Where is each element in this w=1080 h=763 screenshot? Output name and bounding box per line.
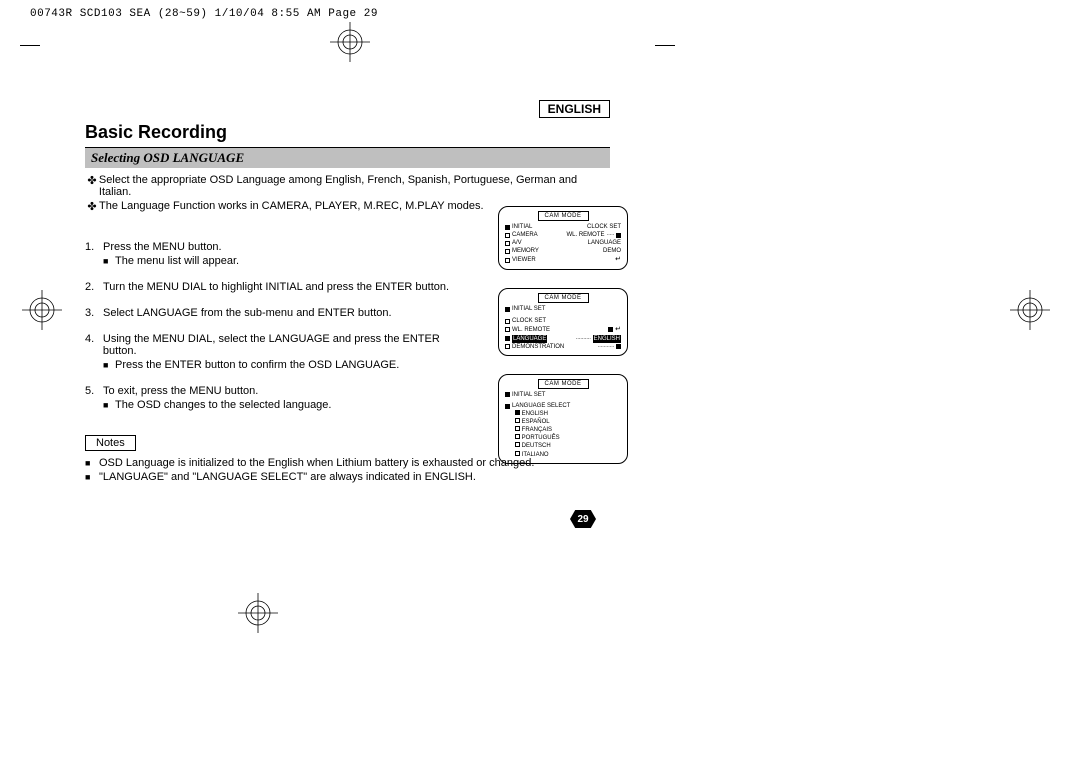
menu-marker-icon <box>505 225 510 230</box>
osd-item: WL. REMOTE <box>512 326 550 334</box>
step-item: 5.To exit, press the MENU button. ■The O… <box>85 385 475 411</box>
menu-marker-icon <box>515 418 520 423</box>
step-number: 4. <box>85 333 103 357</box>
registration-mark-icon <box>238 593 278 633</box>
step-number: 3. <box>85 307 103 319</box>
trim-mark <box>655 45 675 46</box>
note-text: OSD Language is initialized to the Engli… <box>99 457 534 469</box>
osd-screen-3: CAM MODE INITIAL SET LANGUAGE SELECT ENG… <box>498 374 628 464</box>
step-item: 2.Turn the MENU DIAL to highlight INITIA… <box>85 281 475 293</box>
osd-title: CAM MODE <box>538 379 589 389</box>
osd-lang: ESPAÑOL <box>522 419 550 425</box>
osd-subheading: LANGUAGE SELECT <box>512 402 570 410</box>
step-text: Press the MENU button. <box>103 241 222 253</box>
osd-title: CAM MODE <box>538 293 589 303</box>
osd-lang: ENGLISH <box>522 411 548 417</box>
osd-lang: DEUTSCH <box>522 443 551 449</box>
menu-marker-icon <box>505 404 510 409</box>
registration-mark-icon <box>1010 290 1050 330</box>
state-icon <box>616 344 621 349</box>
menu-marker-icon <box>505 233 510 238</box>
square-bullet-icon: ■ <box>103 359 115 371</box>
intro-text: The Language Function works in CAMERA, P… <box>99 200 484 213</box>
state-icon <box>616 233 621 238</box>
intro-text: Select the appropriate OSD Language amon… <box>99 174 610 198</box>
step-text: Select LANGUAGE from the sub-menu and EN… <box>103 307 392 319</box>
osd-item: MEMORY <box>512 247 539 255</box>
osd-item: CAMERA <box>512 231 538 239</box>
osd-item: LANGUAGE <box>588 239 621 247</box>
bullet-icon: ✤ <box>85 174 99 198</box>
print-header: 00743R SCD103 SEA (28~59) 1/10/04 8:55 A… <box>30 8 378 20</box>
square-bullet-icon: ■ <box>85 471 99 483</box>
registration-mark-icon <box>22 290 62 330</box>
dots-icon: ··········· <box>598 343 614 351</box>
osd-value-selected: ENGLISH <box>593 335 621 343</box>
osd-illustrations: CAM MODE INITIAL CLOCK SET CAMERA WL. REMO… <box>498 206 628 482</box>
square-bullet-icon: ■ <box>103 399 115 411</box>
language-box: ENGLISH <box>539 100 610 118</box>
osd-language-list: ENGLISH ESPAÑOL FRANÇAIS PORTUGUÊS DEUTS… <box>515 410 621 459</box>
menu-marker-icon <box>515 426 520 431</box>
menu-marker-icon <box>505 307 510 312</box>
return-icon: ↵ <box>615 255 621 264</box>
page-title: Basic Recording <box>85 122 610 143</box>
menu-marker-icon <box>505 336 510 341</box>
section-heading: Selecting OSD LANGUAGE <box>85 147 610 168</box>
steps-list: 1.Press the MENU button. ■The menu list … <box>85 241 475 411</box>
menu-marker-icon <box>505 327 510 332</box>
menu-marker-icon <box>505 319 510 324</box>
osd-item: A/V <box>512 239 522 247</box>
menu-marker-icon <box>505 392 510 397</box>
osd-heading: INITIAL SET <box>512 305 545 313</box>
return-icon: ↵ <box>615 325 621 334</box>
menu-marker-icon <box>505 241 510 246</box>
step-text: To exit, press the MENU button. <box>103 385 258 397</box>
step-item: 4.Using the MENU DIAL, select the LANGUA… <box>85 333 475 371</box>
note-text: "LANGUAGE" and "LANGUAGE SELECT" are alw… <box>99 471 476 483</box>
bullet-icon: ✤ <box>85 200 99 213</box>
step-item: 1.Press the MENU button. ■The menu list … <box>85 241 475 267</box>
step-number: 5. <box>85 385 103 397</box>
osd-lang: ITALIANO <box>522 452 549 458</box>
osd-item: WL. REMOTE <box>566 231 604 239</box>
dots-icon: ·········· <box>576 335 591 343</box>
osd-item: CLOCK SET <box>512 317 546 325</box>
osd-lang: PORTUGUÊS <box>522 435 560 441</box>
notes-label: Notes <box>85 435 136 451</box>
osd-item: INITIAL <box>512 223 532 231</box>
dots-icon: ····· <box>607 231 615 239</box>
osd-heading: INITIAL SET <box>512 391 545 399</box>
step-number: 1. <box>85 241 103 253</box>
osd-item: CLOCK SET <box>587 223 621 231</box>
substep-text: The menu list will appear. <box>115 255 239 267</box>
substep-text: Press the ENTER button to confirm the OS… <box>115 359 399 371</box>
square-bullet-icon: ■ <box>85 457 99 469</box>
osd-item: DEMONSTRATION <box>512 343 564 351</box>
menu-marker-icon <box>505 249 510 254</box>
substep-text: The OSD changes to the selected language… <box>115 399 331 411</box>
menu-marker-icon <box>515 434 520 439</box>
osd-lang: FRANÇAIS <box>522 427 552 433</box>
osd-screen-2: CAM MODE INITIAL SET CLOCK SET WL. REMOT… <box>498 288 628 356</box>
step-text: Turn the MENU DIAL to highlight INITIAL … <box>103 281 449 293</box>
step-number: 2. <box>85 281 103 293</box>
page-number-badge: 29 <box>570 510 596 528</box>
trim-mark <box>20 45 40 46</box>
menu-marker-icon <box>505 258 510 263</box>
osd-item: VIEWER <box>512 256 536 264</box>
state-icon <box>608 327 613 332</box>
osd-title: CAM MODE <box>538 211 589 221</box>
menu-marker-icon <box>515 442 520 447</box>
osd-screen-1: CAM MODE INITIAL CLOCK SET CAMERA WL. REMO… <box>498 206 628 270</box>
menu-marker-icon <box>515 410 520 415</box>
menu-marker-icon <box>505 344 510 349</box>
square-bullet-icon: ■ <box>103 255 115 267</box>
step-item: 3.Select LANGUAGE from the sub-menu and … <box>85 307 475 319</box>
osd-item: DEMO <box>603 247 621 255</box>
step-text: Using the MENU DIAL, select the LANGUAGE… <box>103 333 475 357</box>
menu-marker-icon <box>515 451 520 456</box>
registration-mark-icon <box>330 22 370 62</box>
osd-item-selected: LANGUAGE <box>512 335 547 343</box>
